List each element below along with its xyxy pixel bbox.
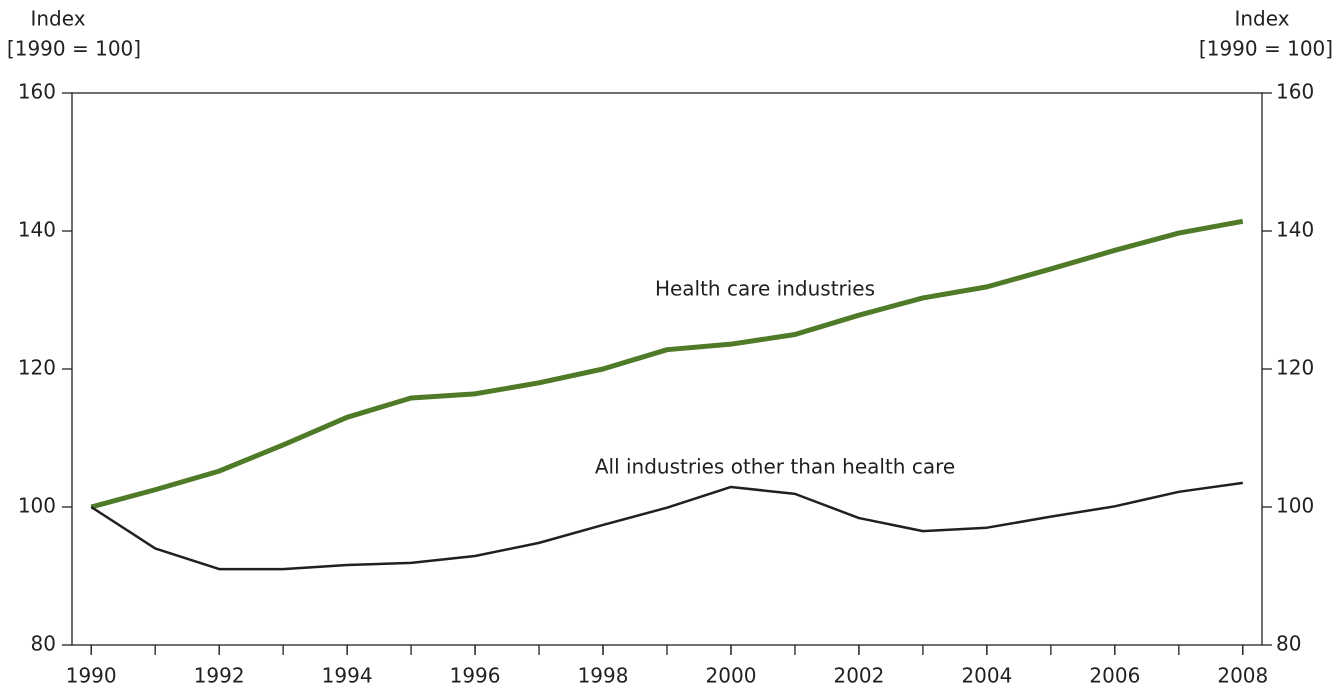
y-tick-label: 120 [18, 356, 56, 380]
series-line [90, 218, 1244, 510]
series-line [90, 481, 1243, 571]
plot-frame [71, 92, 1263, 646]
x-tick-label: 2002 [833, 664, 884, 688]
y-axis-label: [1990 = 100] [7, 37, 141, 61]
y2-axis-label: Index [1234, 7, 1289, 31]
y-tick-label: 80 [31, 632, 56, 656]
x-tick-label: 2006 [1089, 664, 1140, 688]
y-tick-label: 160 [18, 80, 56, 104]
y2-tick-label: 80 [1276, 632, 1301, 656]
series-annotation: Health care industries [655, 277, 875, 301]
y-tick-label: 140 [18, 218, 56, 242]
y2-axis-label: [1990 = 100] [1199, 37, 1333, 61]
x-tick-label: 2008 [1217, 664, 1268, 688]
x-tick-label: 1998 [578, 664, 629, 688]
y-axis-label: Index [30, 7, 85, 31]
x-tick-label: 2000 [706, 664, 757, 688]
series-annotation: All industries other than health care [595, 455, 955, 479]
y2-tick-label: 140 [1276, 218, 1314, 242]
x-tick-label: 1990 [66, 664, 117, 688]
x-tick-label: 1994 [322, 664, 373, 688]
y2-tick-label: 160 [1276, 80, 1314, 104]
y2-tick-label: 120 [1276, 356, 1314, 380]
x-tick-label: 2004 [961, 664, 1012, 688]
x-tick-label: 1992 [194, 664, 245, 688]
x-tick-label: 1996 [450, 664, 501, 688]
y-tick-label: 100 [18, 494, 56, 518]
y2-tick-label: 100 [1276, 494, 1314, 518]
